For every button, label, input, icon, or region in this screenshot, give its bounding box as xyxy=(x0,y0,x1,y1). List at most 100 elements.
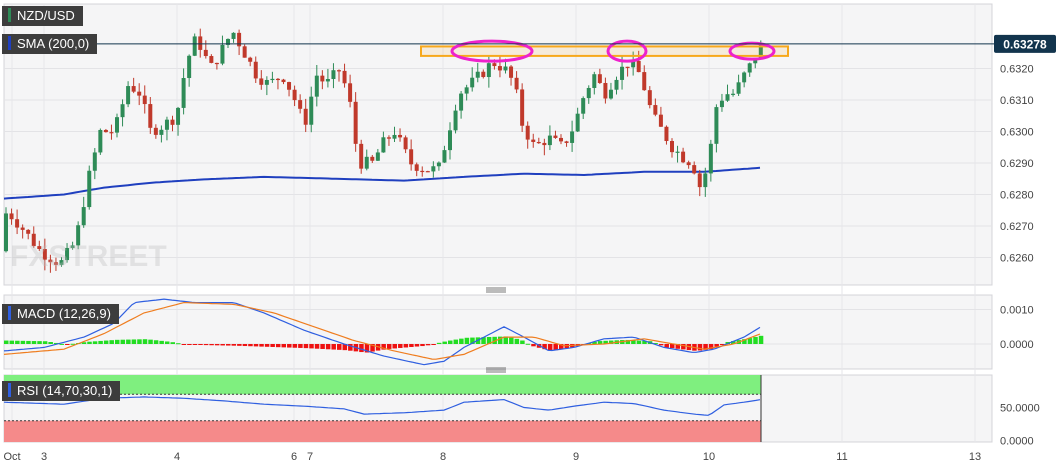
candle xyxy=(381,131,386,153)
candle-body xyxy=(76,225,81,246)
candle xyxy=(525,121,530,149)
candle-body xyxy=(697,173,702,188)
fxstreet-watermark: FXSTREET xyxy=(10,240,167,273)
macd-color-marker xyxy=(8,306,11,320)
candle-body xyxy=(209,56,214,63)
candle-body xyxy=(48,259,53,263)
candle xyxy=(159,125,164,143)
sma-label[interactable]: SMA (200,0) xyxy=(2,34,98,54)
candle-body xyxy=(614,79,619,90)
rsi-tick-label: 0.0000 xyxy=(1000,436,1034,448)
macd-histogram-bar xyxy=(553,344,558,351)
price-tick-label: 0.6280 xyxy=(1000,190,1034,202)
candle xyxy=(708,139,713,182)
candle xyxy=(242,44,247,58)
candle-body xyxy=(414,164,419,171)
candle-body xyxy=(453,110,458,131)
candle-body xyxy=(647,90,652,106)
candle xyxy=(292,85,297,107)
candle xyxy=(337,69,341,82)
candle-body xyxy=(536,141,541,144)
candle xyxy=(9,208,14,225)
candle xyxy=(597,68,602,85)
candle xyxy=(570,120,575,152)
candle xyxy=(448,122,452,160)
macd-histogram-bar xyxy=(470,337,475,344)
candle xyxy=(303,98,308,133)
sma-color-marker xyxy=(8,36,11,50)
macd-histogram-bar xyxy=(87,341,92,344)
candle xyxy=(375,148,380,162)
candle xyxy=(53,257,58,271)
candle xyxy=(692,161,697,175)
macd-histogram-bar xyxy=(9,340,15,344)
candle xyxy=(120,99,125,127)
macd-histogram-bar xyxy=(448,340,453,344)
macd-histogram-bar xyxy=(303,344,309,349)
candle-body xyxy=(714,107,719,144)
candle-body xyxy=(409,149,414,165)
candle xyxy=(42,238,47,271)
macd-histogram-bar xyxy=(187,344,192,345)
macd-histogram-bar xyxy=(42,341,48,344)
candle-body xyxy=(42,248,47,260)
macd-label[interactable]: MACD (12,26,9) xyxy=(2,304,119,324)
macd-histogram-bar xyxy=(20,340,26,344)
candle-body xyxy=(464,87,469,94)
candle xyxy=(92,148,97,180)
candle-body xyxy=(348,83,353,102)
macd-histogram-bar xyxy=(342,344,348,351)
macd-histogram-bar xyxy=(492,336,497,344)
candle xyxy=(425,170,430,173)
macd-histogram-bar xyxy=(142,339,148,344)
candle xyxy=(542,138,547,156)
candle-body xyxy=(736,82,741,94)
candle xyxy=(636,50,641,73)
date-tick-label: 10 xyxy=(703,451,715,463)
macd-histogram-bar xyxy=(481,337,486,344)
rsi-layer xyxy=(3,375,762,442)
date-tick-label: Oct xyxy=(3,451,20,463)
macd-histogram-bar xyxy=(153,340,159,344)
macd-histogram-bar xyxy=(48,341,53,344)
candle xyxy=(497,55,502,78)
candle-body xyxy=(620,66,625,80)
macd-tick-label: 0.0010 xyxy=(1000,305,1034,317)
macd-histogram-bar xyxy=(65,344,70,345)
candle xyxy=(237,29,242,56)
candle-body xyxy=(436,162,441,167)
candle xyxy=(348,74,353,108)
rsi-overbought-zone xyxy=(4,375,761,395)
candle xyxy=(65,243,70,263)
candle-body xyxy=(220,44,225,64)
macd-histogram-bar xyxy=(348,344,353,351)
candle-body xyxy=(575,113,580,132)
macd-histogram-bar xyxy=(209,344,214,346)
macd-histogram-bar xyxy=(381,344,386,350)
candle-body xyxy=(53,262,58,265)
candle-body xyxy=(670,141,674,153)
candle-body xyxy=(520,89,525,126)
candle xyxy=(226,38,230,48)
candle-body xyxy=(87,170,92,208)
candle-body xyxy=(103,129,108,133)
candle xyxy=(670,138,674,158)
candle-body xyxy=(115,117,119,133)
macd-histogram-bar xyxy=(115,339,120,344)
candle xyxy=(131,77,136,94)
macd-histogram-bar xyxy=(226,344,231,346)
macd-histogram-bar xyxy=(320,344,325,349)
macd-histogram-bar xyxy=(331,344,336,350)
macd-histogram-bar xyxy=(242,344,248,347)
annotation-layer: 0.63278 FXSTREET xyxy=(4,34,1056,273)
date-tick-label: 7 xyxy=(307,451,313,463)
macd-histogram-bar xyxy=(497,336,503,344)
rsi-label[interactable]: RSI (14,70,30,1) xyxy=(2,381,121,401)
macd-histogram-bar xyxy=(653,343,658,345)
candle xyxy=(142,85,147,114)
macd-histogram-bar xyxy=(603,340,608,344)
candle-body xyxy=(231,32,236,39)
candle-body xyxy=(275,78,280,81)
candle xyxy=(209,54,214,64)
candle-body xyxy=(497,66,502,71)
